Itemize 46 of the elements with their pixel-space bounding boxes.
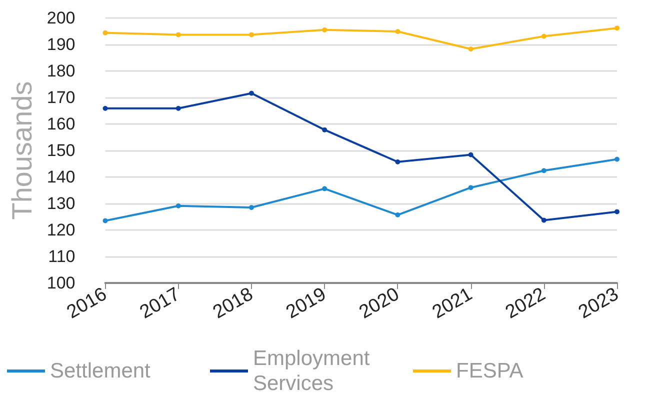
point	[541, 218, 546, 223]
y-tick-label: 120	[46, 220, 76, 240]
point	[248, 32, 254, 38]
x-tick-label: 2018	[210, 284, 257, 324]
point	[395, 159, 400, 164]
x-tick-label: 2021	[428, 284, 476, 324]
legend-label: Settlement	[50, 360, 151, 382]
y-tick-label: 160	[46, 114, 76, 134]
point	[176, 32, 181, 38]
point	[176, 106, 181, 111]
point	[248, 90, 254, 96]
y-tick-label: 150	[46, 141, 76, 160]
point	[614, 156, 620, 162]
legend-label: FESPA	[456, 360, 524, 382]
x-tick-label: 2017	[136, 284, 184, 324]
point	[468, 46, 474, 52]
legend-label: Employment Services	[253, 347, 376, 395]
point	[248, 204, 254, 210]
y-axis-title: Thousands	[6, 81, 38, 220]
point	[395, 29, 400, 34]
point	[322, 186, 328, 192]
point	[614, 209, 620, 214]
point	[541, 168, 546, 174]
point	[468, 152, 474, 158]
point	[322, 127, 328, 132]
point	[541, 34, 546, 39]
x-tick-label: 2023	[575, 284, 622, 324]
x-tick-label: 2022	[502, 284, 550, 324]
point	[322, 27, 328, 32]
point	[614, 26, 620, 31]
x-tick-label: 2019	[282, 284, 330, 324]
y-tick-label: 130	[46, 194, 76, 213]
x-tick-label: 2020	[356, 284, 403, 324]
y-tick-label: 110	[48, 247, 76, 266]
point	[395, 212, 400, 218]
y-tick-label: 180	[46, 62, 76, 80]
y-tick-label: 140	[46, 168, 76, 186]
point	[176, 203, 181, 208]
y-tick-label: 170	[46, 88, 76, 107]
y-tick-label: 100	[46, 274, 76, 292]
point	[102, 106, 108, 111]
point	[102, 30, 108, 36]
y-tick-label: 200	[46, 8, 76, 28]
point	[468, 185, 474, 190]
y-tick-label: 190	[46, 35, 76, 54]
point	[102, 218, 108, 224]
